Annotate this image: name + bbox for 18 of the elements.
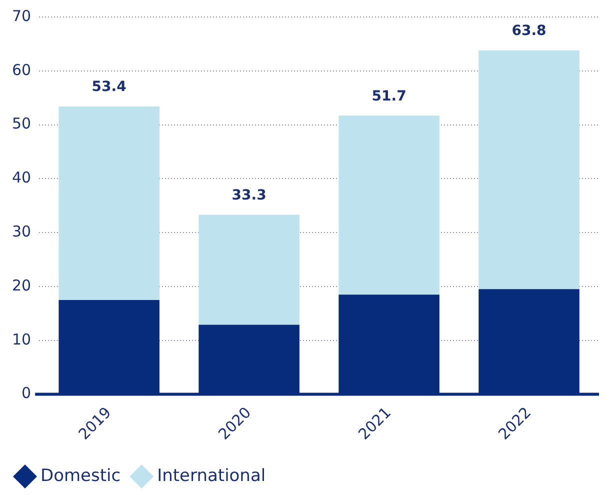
y-tick-label: 50: [12, 114, 32, 133]
total-label: 63.8: [512, 23, 546, 40]
bar: [478, 50, 580, 290]
legend-label: International: [157, 466, 266, 486]
y-tick-label: 60: [12, 60, 32, 79]
y-tick-label: 30: [12, 222, 32, 240]
y-tick-label: 40: [12, 168, 32, 187]
total-label: 51.7: [372, 88, 406, 104]
total-label: 33.3: [232, 187, 266, 204]
y-tick-label: 20: [12, 276, 32, 294]
y-tick-label: 0: [22, 384, 32, 402]
y-tick-label: 70: [12, 6, 32, 25]
bar: [58, 106, 160, 300]
y-tick-label: 10: [12, 330, 32, 348]
bar: [338, 116, 440, 295]
bar: [198, 214, 300, 325]
legend-label: Domestic: [40, 466, 121, 486]
total-label: 53.4: [92, 79, 127, 96]
